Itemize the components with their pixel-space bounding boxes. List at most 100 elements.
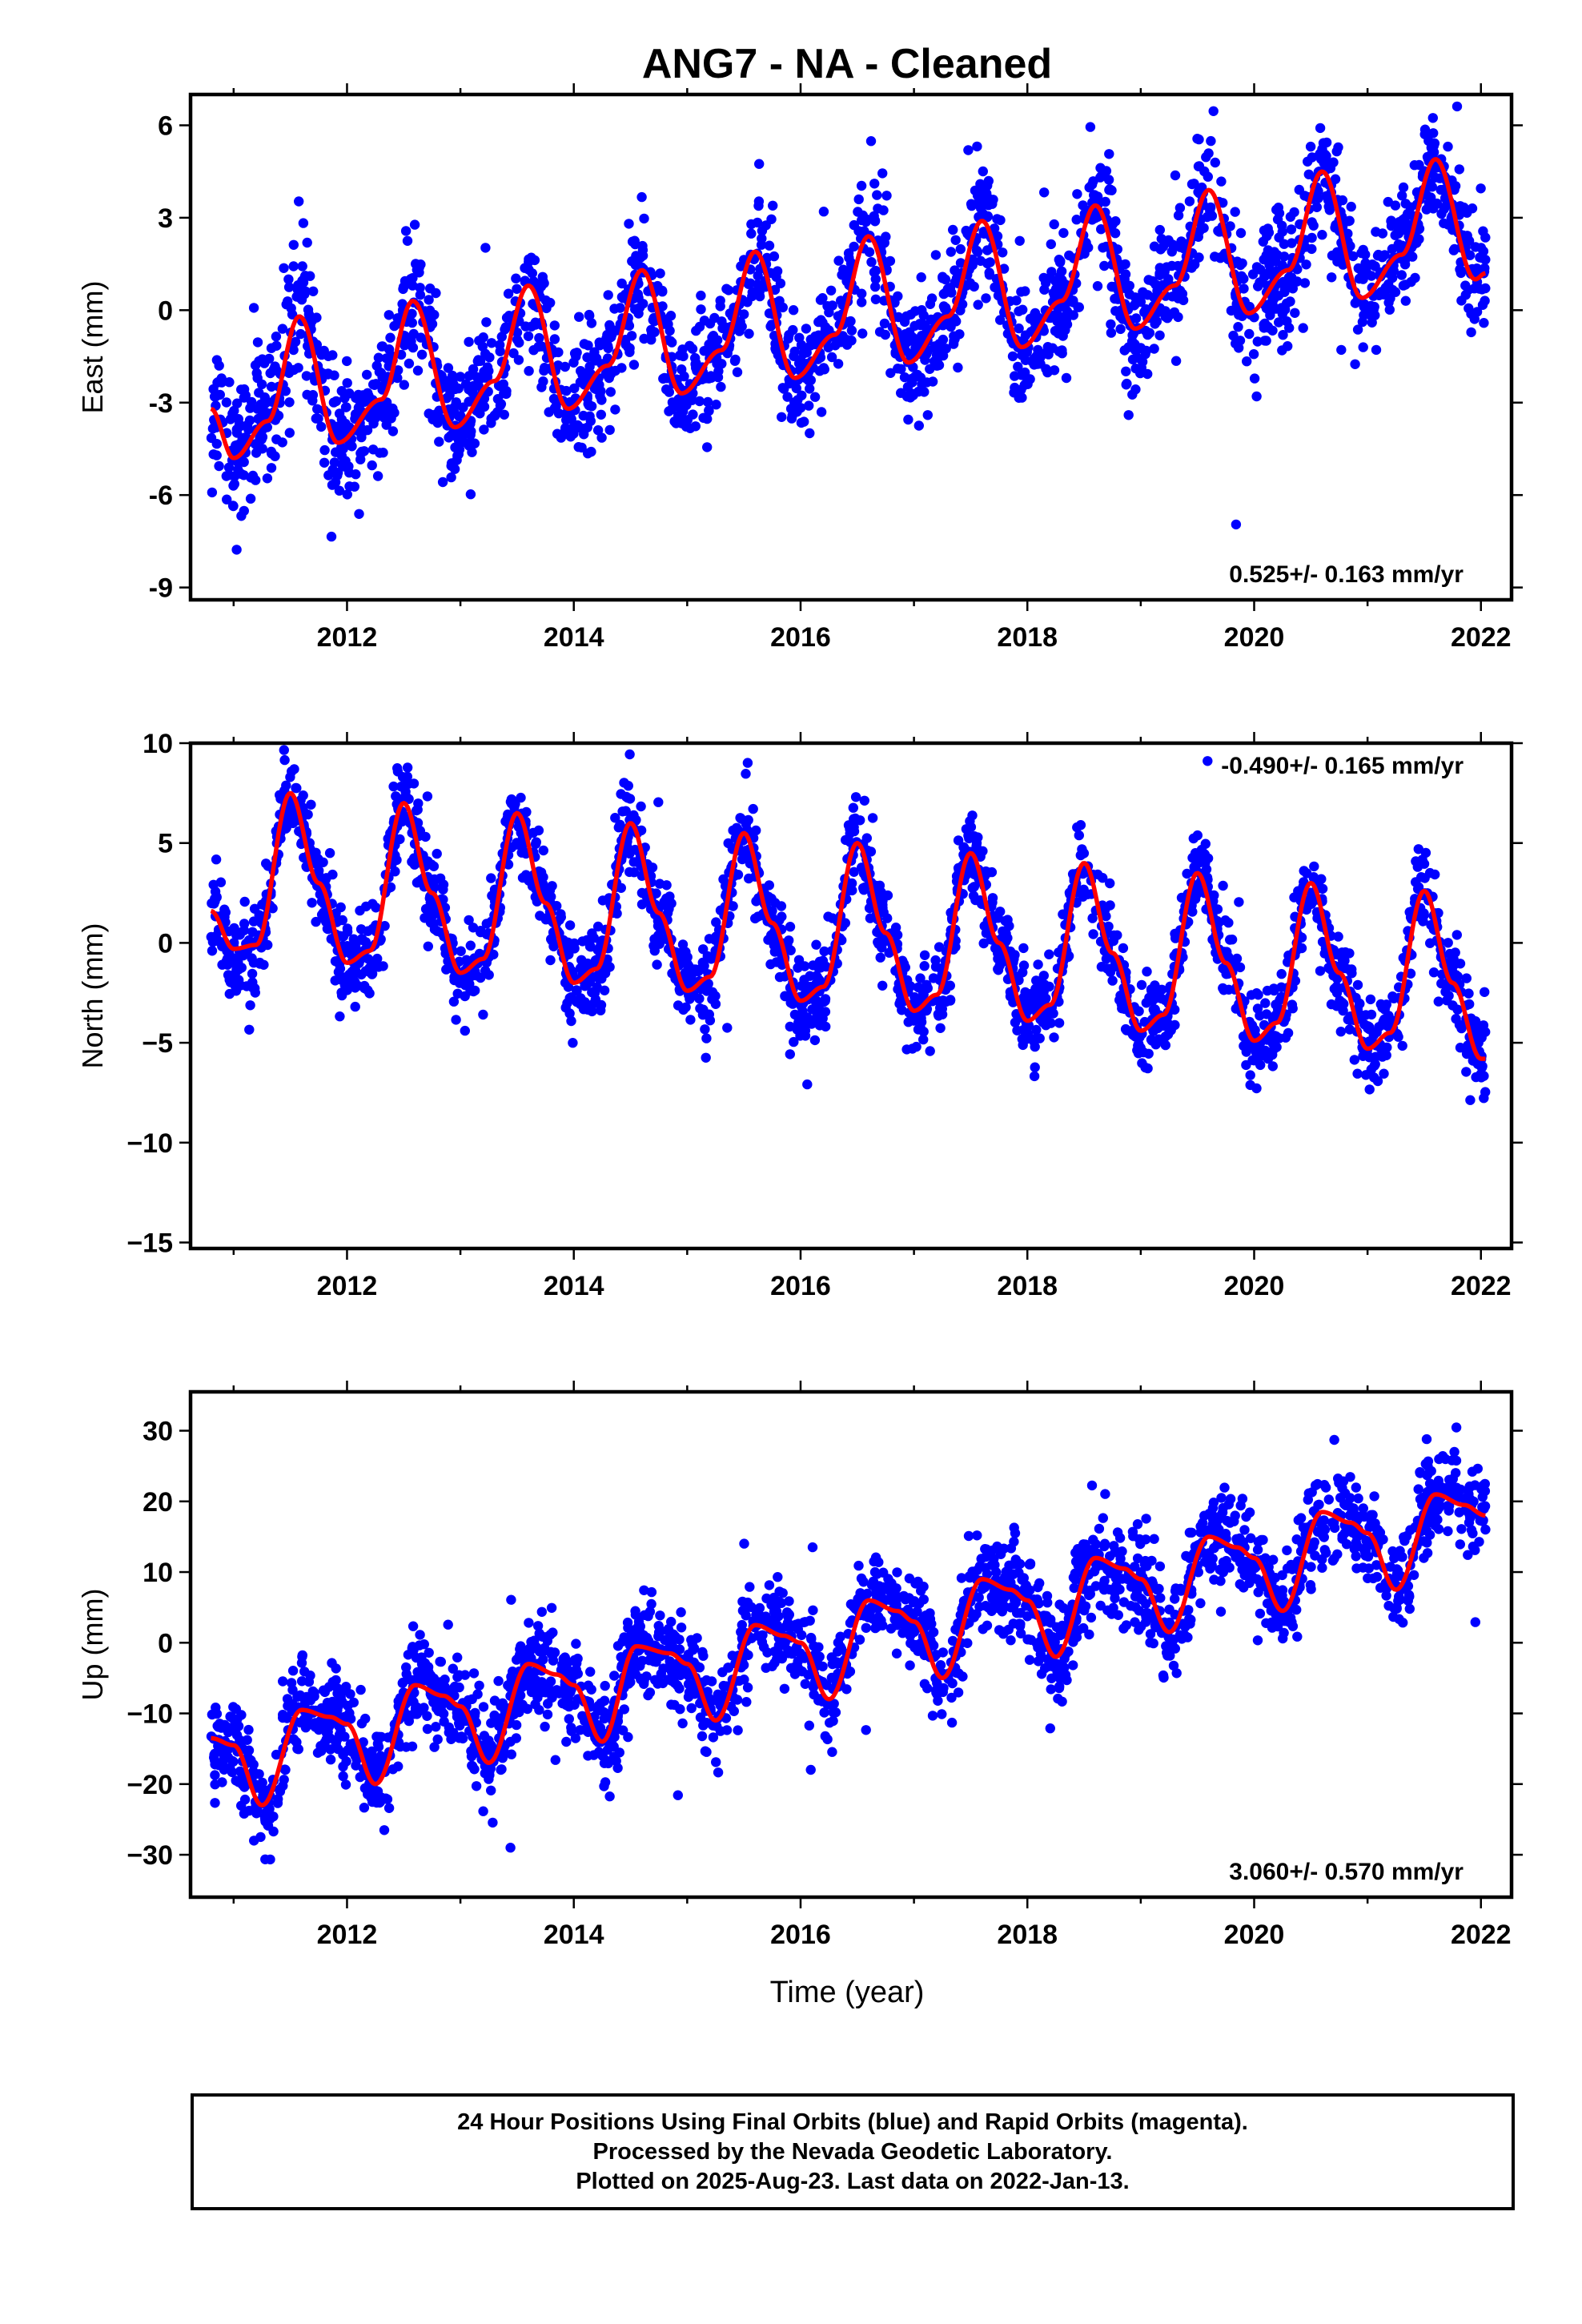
data-point (1055, 255, 1066, 267)
data-point (582, 352, 592, 363)
data-point (1331, 981, 1342, 992)
data-point (1439, 203, 1449, 215)
data-point (1087, 913, 1098, 923)
data-point (654, 879, 665, 889)
data-point (359, 396, 370, 408)
data-point (520, 275, 530, 286)
data-point (1390, 200, 1401, 211)
data-point (685, 1015, 696, 1025)
data-point (323, 470, 334, 480)
data-point (1112, 244, 1123, 255)
data-point (1414, 234, 1424, 244)
data-point (465, 489, 476, 500)
data-point (709, 312, 720, 324)
data-point (742, 758, 753, 768)
data-point (318, 907, 329, 918)
data-point (222, 494, 232, 505)
data-point (1231, 338, 1241, 349)
data-point (978, 166, 989, 177)
data-point (1058, 909, 1068, 919)
data-point (284, 397, 295, 408)
data-point (438, 879, 449, 890)
data-point (1044, 949, 1054, 959)
data-point (1141, 304, 1151, 315)
data-point (652, 959, 662, 970)
data-point (1018, 370, 1029, 380)
data-point (691, 358, 701, 368)
data-point (560, 361, 570, 372)
data-point (1038, 971, 1050, 981)
data-point (245, 493, 256, 504)
data-point (464, 336, 474, 348)
data-point (1014, 235, 1025, 246)
data-point (1464, 303, 1474, 314)
data-point (1460, 290, 1472, 300)
data-point (295, 328, 306, 340)
data-point (481, 317, 492, 328)
data-point (1299, 278, 1311, 288)
data-point (799, 961, 810, 971)
data-point (492, 394, 504, 404)
data-point (995, 315, 1006, 325)
data-point (1029, 1071, 1040, 1082)
data-point (221, 397, 232, 408)
data-point (1170, 928, 1180, 939)
data-point (1461, 1067, 1472, 1077)
data-point (955, 243, 966, 255)
data-point (754, 159, 765, 169)
data-point (538, 845, 548, 856)
data-point (1358, 274, 1368, 284)
data-point (255, 957, 265, 968)
data-point (1452, 971, 1464, 982)
data-point (1238, 1031, 1249, 1042)
data-point (914, 995, 925, 1005)
data-point (372, 471, 383, 481)
data-point (908, 362, 918, 372)
data-point (1473, 1037, 1484, 1048)
data-point (845, 316, 856, 327)
data-point (805, 384, 815, 394)
data-point (329, 457, 340, 468)
data-point (297, 261, 307, 271)
data-point (605, 368, 616, 380)
data-point (1475, 252, 1485, 263)
data-point (1100, 196, 1110, 207)
data-point (407, 308, 417, 319)
data-point (1096, 171, 1106, 182)
data-point (639, 213, 649, 224)
data-point (245, 1000, 255, 1011)
data-point (578, 410, 588, 421)
data-point (1166, 1025, 1176, 1035)
data-point (1199, 166, 1210, 177)
data-point (458, 402, 468, 412)
data-point (224, 470, 235, 480)
data-point (1039, 187, 1050, 198)
data-point (912, 369, 923, 380)
data-point (756, 239, 767, 250)
data-point (734, 326, 745, 336)
data-point (1104, 149, 1114, 159)
data-point (849, 866, 859, 878)
data-point (440, 376, 451, 386)
data-point (696, 304, 706, 315)
data-point (793, 358, 805, 368)
data-point (1305, 141, 1316, 152)
data-point (1220, 915, 1231, 926)
data-point (928, 973, 939, 983)
data-point (239, 896, 250, 907)
data-point (913, 420, 925, 431)
data-point (335, 1011, 345, 1022)
data-point (383, 310, 394, 320)
data-point (241, 981, 252, 991)
data-point (603, 340, 613, 352)
data-point (935, 963, 946, 974)
data-point (245, 403, 255, 413)
data-point (566, 1015, 576, 1027)
data-point (342, 489, 352, 500)
data-point (915, 1023, 926, 1034)
data-point (210, 893, 220, 904)
data-point (416, 259, 426, 270)
data-point (909, 320, 920, 332)
data-point (1456, 1023, 1467, 1034)
data-point (351, 469, 361, 480)
